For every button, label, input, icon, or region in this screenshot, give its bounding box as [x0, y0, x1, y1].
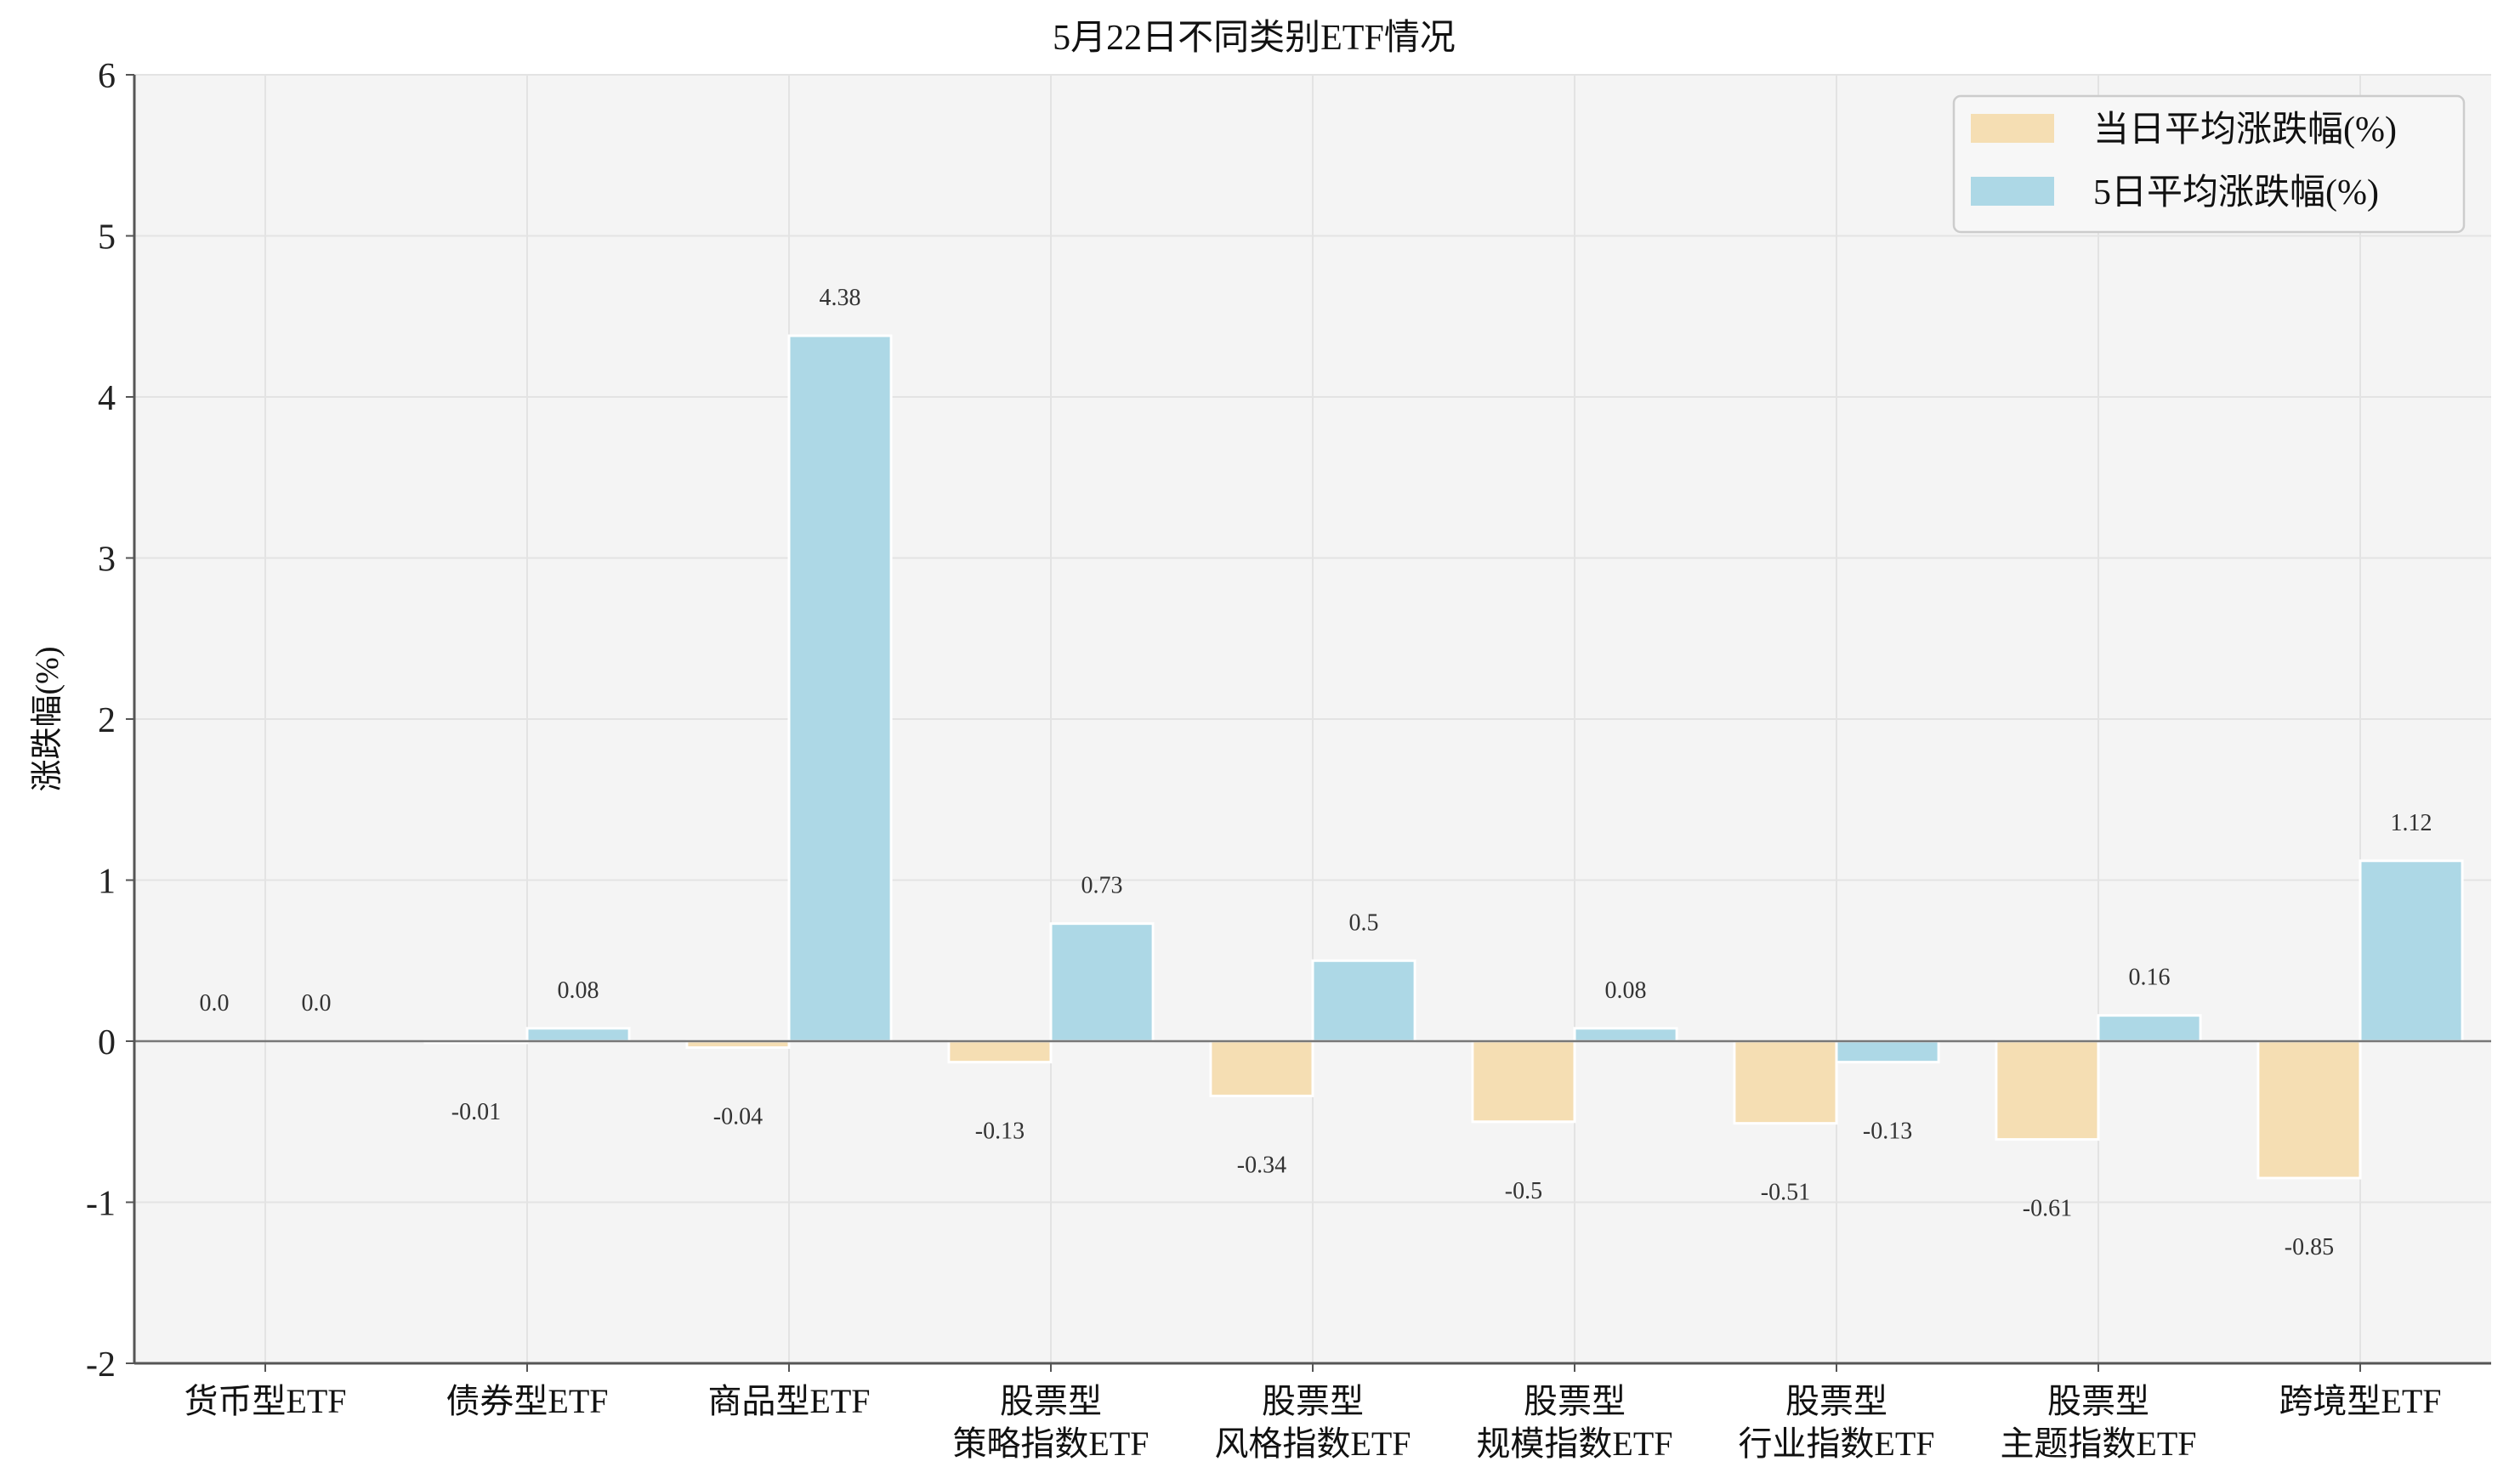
- y-tick-label: 2: [98, 701, 116, 740]
- x-tick-label: 债券型ETF: [446, 1382, 608, 1420]
- legend-swatch-5day: [1971, 177, 2054, 206]
- data-label-5day-6: -0.13: [1863, 1119, 1912, 1145]
- y-axis-label: 涨跌幅(%): [30, 647, 65, 792]
- y-tick-label: 1: [98, 863, 116, 902]
- x-tick-label: 跨境型ETF: [2279, 1382, 2441, 1420]
- x-tick-label: 商品型ETF: [707, 1382, 870, 1420]
- legend: 当日平均涨跌幅(%) 5日平均涨跌幅(%): [1952, 94, 2466, 234]
- x-tick-label: 主题指数ETF: [2000, 1425, 2196, 1463]
- y-tick-label: 4: [98, 379, 116, 418]
- bar-daily-8: [2256, 1039, 2362, 1180]
- data-label-5day-0: 0.0: [302, 990, 332, 1017]
- bar-daily-6: [1733, 1039, 1838, 1125]
- x-tick-label: 股票型: [1000, 1382, 1102, 1420]
- data-label-daily-5: -0.5: [1505, 1178, 1542, 1204]
- legend-box: [1952, 94, 2466, 234]
- data-label-daily-8: -0.85: [2285, 1234, 2334, 1260]
- data-label-daily-7: -0.61: [2023, 1196, 2072, 1222]
- legend-label-daily: 当日平均涨跌幅(%): [2093, 110, 2397, 150]
- bar-5day-6: [1835, 1039, 1940, 1064]
- x-tick-label: 策略指数ETF: [952, 1425, 1149, 1463]
- x-tick-label: 货币型ETF: [184, 1382, 346, 1420]
- bar-daily-4: [1209, 1039, 1314, 1097]
- x-tick-label: 行业指数ETF: [1738, 1425, 1934, 1463]
- x-tick-label: 规模指数ETF: [1476, 1425, 1672, 1463]
- bar-5day-3: [1049, 922, 1155, 1043]
- data-label-5day-1: 0.08: [558, 977, 599, 1004]
- bar-5day-8: [2359, 859, 2464, 1043]
- data-label-5day-2: 4.38: [820, 285, 861, 311]
- data-label-5day-4: 0.5: [1349, 909, 1379, 936]
- data-label-daily-6: -0.51: [1761, 1180, 1810, 1206]
- y-tick-label: -1: [86, 1185, 116, 1224]
- bar-5day-5: [1573, 1027, 1678, 1043]
- data-label-5day-3: 0.73: [1081, 873, 1123, 899]
- legend-swatch-daily: [1971, 114, 2054, 143]
- legend-label-5day: 5日平均涨跌幅(%): [2093, 173, 2379, 212]
- data-labels: 0.0 -0.01 -0.04 -0.13 -0.34 -0.5 -0.51 -0.61 -0.…: [199, 285, 2432, 1260]
- bar-daily-3: [947, 1039, 1053, 1064]
- data-label-daily-1: -0.01: [451, 1099, 501, 1125]
- data-label-5day-7: 0.16: [2129, 965, 2171, 991]
- chart-title: 5月22日不同类别ETF情况: [1053, 19, 1456, 58]
- bar-daily-5: [1471, 1039, 1576, 1124]
- y-ticks: -2 -1 0 1 2 3 4 5 6: [86, 57, 134, 1385]
- data-label-daily-0: 0.0: [199, 990, 229, 1017]
- x-tick-label: 股票型: [1524, 1382, 1626, 1420]
- data-label-daily-3: -0.13: [975, 1119, 1025, 1145]
- data-label-5day-8: 1.12: [2391, 810, 2432, 836]
- x-tick-label: 股票型: [1785, 1382, 1887, 1420]
- y-tick-label: 3: [98, 541, 116, 580]
- bar-5day-7: [2097, 1014, 2202, 1043]
- x-tick-label: 股票型: [2047, 1382, 2149, 1420]
- y-tick-label: 6: [98, 57, 116, 96]
- x-tick-label: 股票型: [1262, 1382, 1364, 1420]
- data-label-daily-4: -0.34: [1237, 1152, 1286, 1178]
- bar-5day-2: [787, 334, 893, 1043]
- data-label-daily-2: -0.04: [713, 1104, 763, 1130]
- x-tick-label: 风格指数ETF: [1214, 1425, 1411, 1463]
- bar-5day-4: [1311, 959, 1416, 1043]
- bar-5day-1: [525, 1027, 631, 1043]
- y-tick-label: -2: [86, 1345, 116, 1385]
- y-tick-label: 0: [98, 1023, 116, 1062]
- bar-daily-7: [1995, 1039, 2100, 1141]
- y-tick-label: 5: [98, 218, 116, 258]
- data-label-5day-5: 0.08: [1605, 977, 1647, 1004]
